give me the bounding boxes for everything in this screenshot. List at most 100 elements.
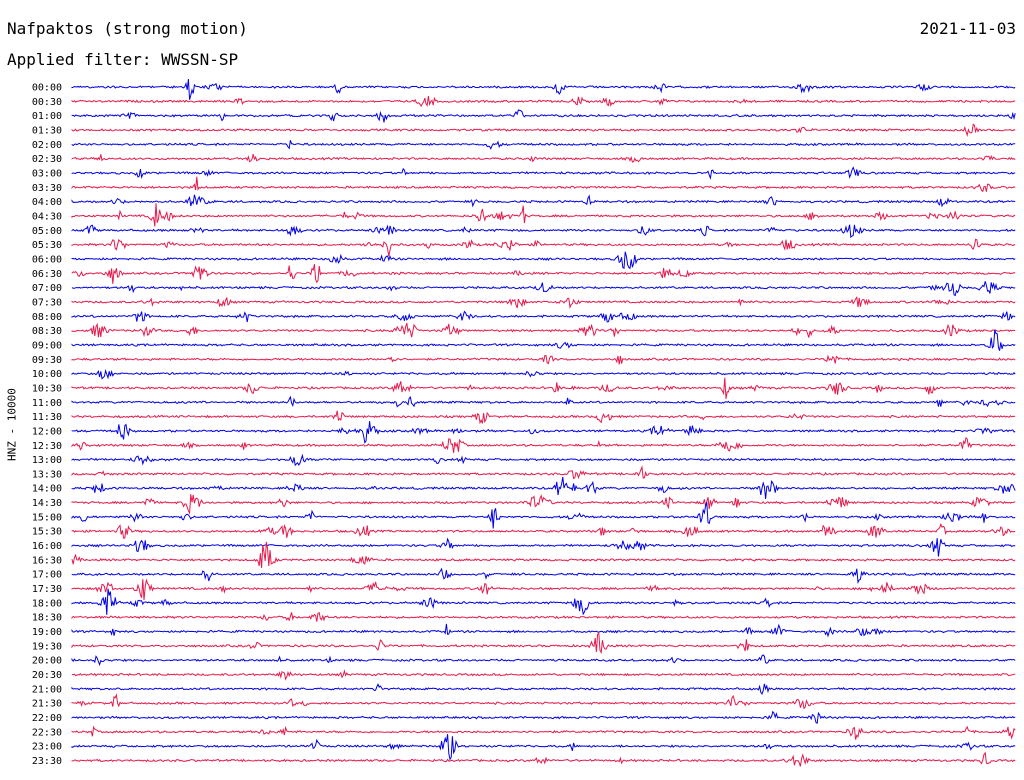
time-tick-label: 16:30: [32, 555, 62, 566]
time-tick-label: 17:30: [32, 584, 62, 595]
time-tick-label: 23:00: [32, 742, 62, 753]
trace-line: [71, 683, 1016, 695]
trace-line: [71, 203, 1016, 227]
trace-line: [71, 710, 1016, 725]
time-tick-label: 14:00: [32, 484, 62, 495]
trace-line: [71, 329, 1016, 351]
trace-line: [71, 238, 1016, 257]
trace-line: [71, 578, 1016, 601]
time-tick-label: 08:30: [32, 326, 62, 337]
time-tick-label: 23:30: [32, 756, 62, 767]
time-tick-label: 09:00: [32, 340, 62, 351]
time-tick-label: 10:30: [32, 383, 62, 394]
time-tick-label: 11:00: [32, 398, 62, 409]
trace-line: [71, 502, 1016, 529]
time-tick-label: 05:00: [32, 226, 62, 237]
trace-line: [71, 612, 1016, 622]
time-tick-label: 05:30: [32, 240, 62, 251]
time-tick-label: 12:00: [32, 426, 62, 437]
time-tick-label: 10:00: [32, 369, 62, 380]
trace-line: [71, 494, 1016, 515]
time-tick-label: 02:30: [32, 154, 62, 165]
trace-line: [71, 310, 1016, 323]
trace-line: [71, 264, 1016, 284]
trace-line: [71, 140, 1016, 150]
trace-line: [71, 96, 1016, 107]
trace-line: [71, 368, 1016, 380]
trace-line: [71, 465, 1016, 480]
trace-line: [71, 632, 1016, 655]
station-title: Nafpaktos (strong motion): [7, 19, 248, 38]
trace-line: [71, 537, 1016, 557]
trace-line: [71, 176, 1016, 193]
trace-line: [71, 567, 1016, 585]
trace-line: [71, 123, 1016, 138]
trace-line: [71, 669, 1016, 681]
time-tick-label: 14:30: [32, 498, 62, 509]
time-tick-label: 20:30: [32, 670, 62, 681]
trace-line: [71, 436, 1016, 453]
time-tick-label: 08:00: [32, 312, 62, 323]
trace-line: [71, 453, 1016, 467]
time-tick-label: 04:30: [32, 211, 62, 222]
time-tick-label: 13:00: [32, 455, 62, 466]
trace-line: [71, 410, 1016, 425]
seismic-traces: [71, 78, 1016, 767]
time-tick-label: 18:00: [32, 598, 62, 609]
trace-line: [71, 295, 1016, 310]
time-tick-label: 04:00: [32, 197, 62, 208]
trace-line: [71, 166, 1016, 181]
trace-line: [71, 654, 1016, 667]
time-tick-label: 01:30: [32, 125, 62, 136]
trace-line: [71, 421, 1016, 444]
trace-line: [71, 251, 1016, 270]
trace-line: [71, 588, 1016, 616]
trace-line: [71, 354, 1016, 365]
time-tick-label: 15:00: [32, 512, 62, 523]
time-tick-label: 19:00: [32, 627, 62, 638]
time-tick-labels: 00:00 00:30 01:00 01:30 02:00 02:30 03:00 03:30…: [32, 83, 62, 768]
trace-line: [71, 109, 1016, 123]
time-tick-label: 02:00: [32, 140, 62, 151]
time-tick-label: 06:00: [32, 254, 62, 265]
time-tick-label: 00:30: [32, 97, 62, 108]
time-tick-label: 19:30: [32, 641, 62, 652]
time-tick-label: 22:30: [32, 727, 62, 738]
time-tick-label: 22:00: [32, 713, 62, 724]
time-tick-label: 03:00: [32, 168, 62, 179]
time-tick-label: 00:00: [32, 83, 62, 94]
time-tick-label: 03:30: [32, 183, 62, 194]
trace-line: [71, 725, 1016, 740]
time-tick-label: 16:00: [32, 541, 62, 552]
filter-label: Applied filter: WWSSN-SP: [7, 50, 239, 69]
time-tick-label: 17:00: [32, 570, 62, 581]
time-tick-label: 13:30: [32, 469, 62, 480]
trace-line: [71, 734, 1016, 761]
trace-line: [71, 224, 1016, 239]
trace-line: [71, 477, 1016, 499]
time-tick-label: 21:30: [32, 699, 62, 710]
trace-line: [71, 623, 1016, 638]
time-tick-label: 07:30: [32, 297, 62, 308]
trace-line: [71, 522, 1016, 539]
time-tick-label: 07:00: [32, 283, 62, 294]
trace-line: [71, 693, 1016, 710]
trace-line: [71, 377, 1016, 399]
time-tick-label: 09:30: [32, 355, 62, 366]
time-tick-label: 06:30: [32, 269, 62, 280]
trace-line: [71, 395, 1016, 408]
trace-line: [71, 541, 1016, 568]
time-tick-label: 12:30: [32, 441, 62, 452]
time-tick-label: 18:30: [32, 613, 62, 624]
time-tick-label: 15:30: [32, 527, 62, 538]
trace-line: [71, 78, 1016, 100]
trace-line: [71, 153, 1016, 163]
time-tick-label: 11:30: [32, 412, 62, 423]
trace-line: [71, 281, 1016, 297]
trace-line: [71, 751, 1016, 767]
trace-line: [71, 194, 1016, 208]
time-tick-label: 20:00: [32, 656, 62, 667]
trace-line: [71, 322, 1016, 338]
time-tick-label: 01:00: [32, 111, 62, 122]
